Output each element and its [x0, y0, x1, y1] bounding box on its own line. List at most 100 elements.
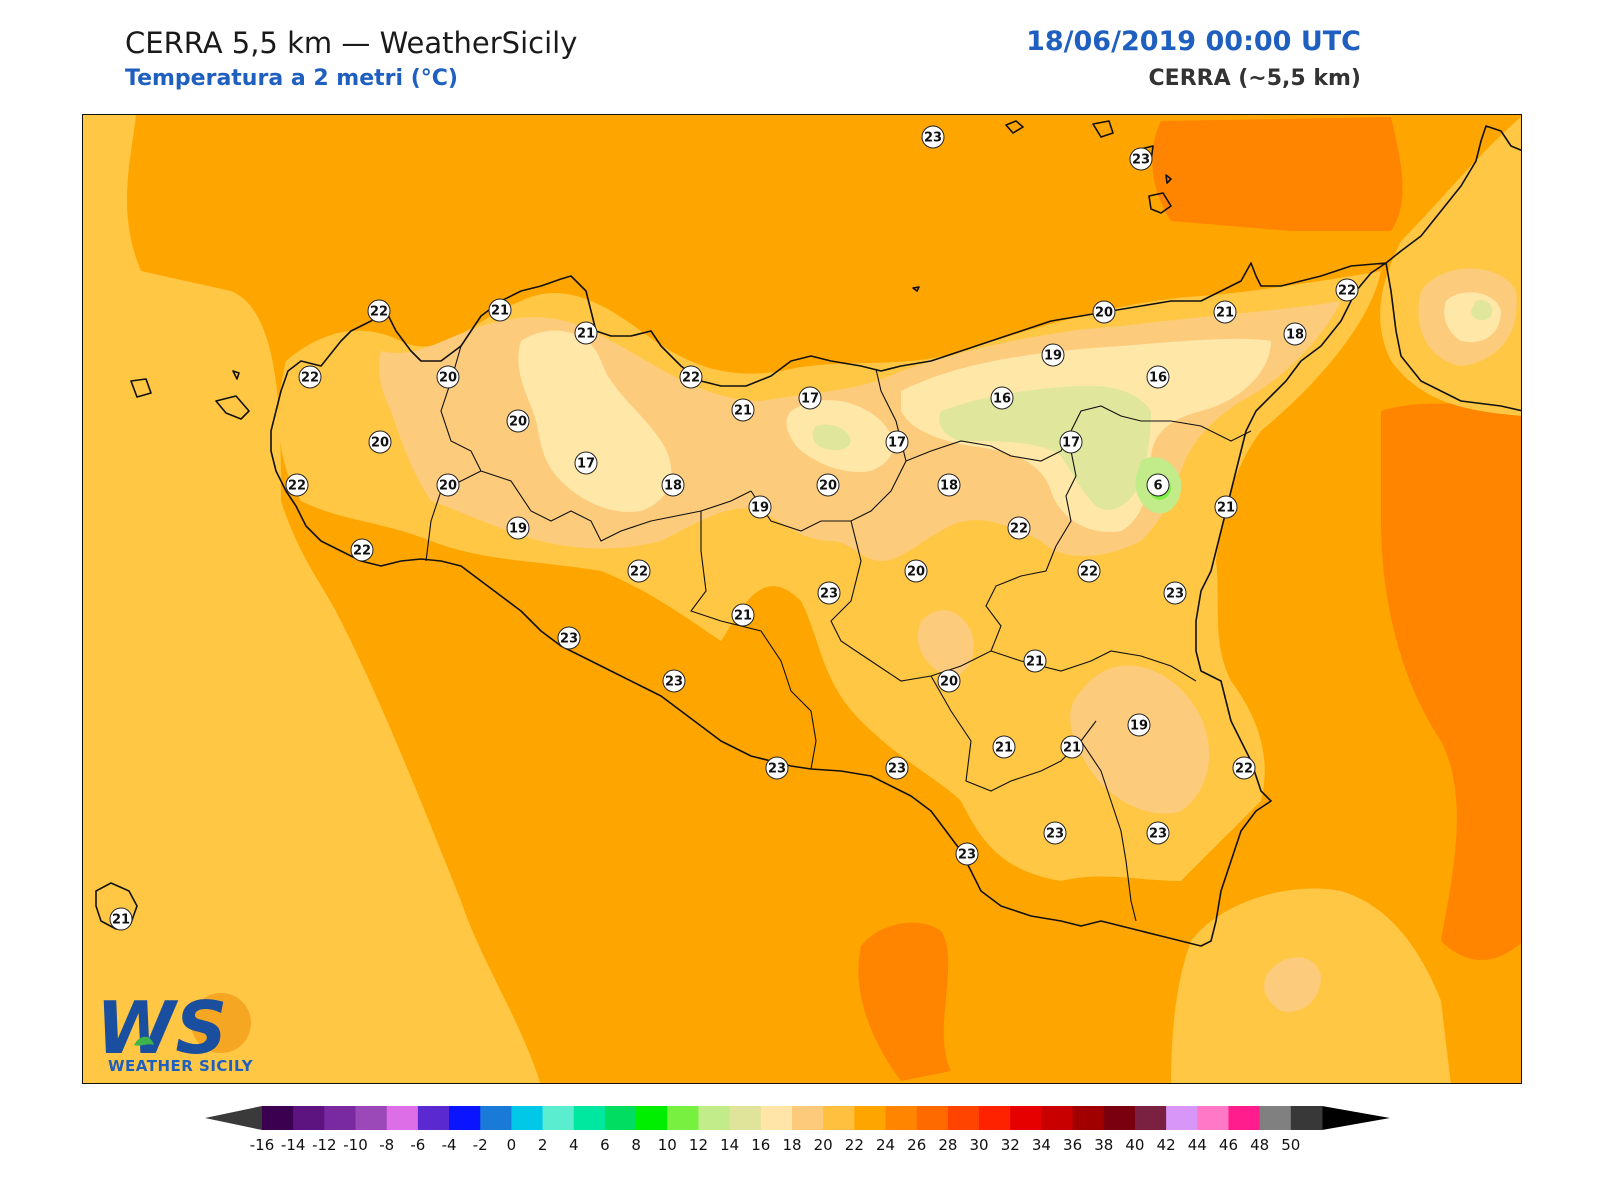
colorbar-tick-label: 12 [689, 1136, 708, 1154]
colorbar-box [573, 1106, 606, 1130]
station-marker-circle [506, 409, 530, 433]
station-marker-circle [1092, 300, 1116, 324]
station-marker-circle [1041, 343, 1065, 367]
station-marker: 22 [285, 473, 309, 497]
border-agrigento-caltanissetta [690, 511, 817, 770]
station-marker: 20 [436, 365, 460, 389]
station-value: 23 [1149, 827, 1167, 842]
station-marker: 21 [731, 398, 755, 422]
station-value: 22 [630, 565, 648, 580]
colorbar-box [480, 1106, 512, 1130]
station-marker: 17 [885, 430, 909, 454]
station-marker: 22 [350, 538, 374, 562]
station-value: 22 [370, 305, 388, 320]
station-value: 22 [301, 371, 319, 386]
colorbar: -16 -14 -12 -10 -8 -6 -4 -2 0 2 4 6 8 10 12 14 16 18 20 22 2… [205, 1106, 1390, 1154]
station-marker: 19 [1041, 343, 1065, 367]
colorbar-box [449, 1106, 481, 1130]
station-marker: 21 [992, 735, 1016, 759]
station-value: 22 [1338, 284, 1356, 299]
colorbar-tick-label: 8 [631, 1136, 641, 1154]
station-marker-circle [627, 559, 651, 583]
station-value: 21 [577, 327, 595, 342]
field-14-16-nebrodi [939, 386, 1151, 510]
station-marker: 20 [368, 430, 392, 454]
station-marker: 18 [1283, 322, 1307, 346]
station-value: 17 [888, 436, 906, 451]
station-value: 22 [353, 544, 371, 559]
colorbar-box [386, 1106, 419, 1130]
station-marker: 16 [990, 386, 1014, 410]
station-marker-circle [661, 473, 685, 497]
station-marker-circle [817, 581, 841, 605]
station-value: 21 [734, 404, 752, 419]
station-marker-circle [1127, 713, 1151, 737]
station-marker: 21 [1060, 735, 1084, 759]
station-marker-circle [506, 516, 530, 540]
station-marker-circle [731, 398, 755, 422]
colorbar-tick-label: -12 [312, 1136, 337, 1154]
station-marker: 21 [1214, 495, 1238, 519]
station-value: 18 [664, 479, 682, 494]
colorbar-tick-label: 10 [658, 1136, 677, 1154]
colorbar-tick-label: 44 [1188, 1136, 1207, 1154]
station-value: 23 [560, 632, 578, 647]
station-marker: 23 [662, 669, 686, 693]
colorbar-over-arrow [1322, 1106, 1390, 1130]
border-trapani-palermo [425, 345, 482, 562]
station-marker-circle [1007, 516, 1031, 540]
station-marker: 21 [731, 603, 755, 627]
field-24-26-south [858, 922, 951, 1081]
colorbar-box [760, 1106, 793, 1130]
colorbar-box [1166, 1106, 1198, 1130]
station-marker: 23 [817, 581, 841, 605]
station-marker: 17 [1059, 430, 1083, 454]
colorbar-box [947, 1106, 980, 1130]
station-value: 23 [768, 762, 786, 777]
station-value: 23 [958, 848, 976, 863]
station-marker: 20 [816, 473, 840, 497]
station-marker-circle [955, 842, 979, 866]
station-value: 21 [112, 913, 130, 928]
station-value: 21 [734, 609, 752, 624]
map-title: CERRA 5,5 km — WeatherSicily [125, 26, 578, 60]
station-marker: 19 [1127, 713, 1151, 737]
station-marker-circle [436, 365, 460, 389]
station-value: 17 [801, 392, 819, 407]
colorbar-tick-label: -2 [473, 1136, 488, 1154]
station-marker: 17 [798, 386, 822, 410]
station-value: 20 [907, 565, 925, 580]
station-marker: 23 [955, 842, 979, 866]
station-value: 22 [682, 371, 700, 386]
station-marker-circle [285, 473, 309, 497]
colorbar-box [511, 1106, 544, 1130]
station-value: 22 [1010, 522, 1028, 537]
station-marker: 23 [1043, 821, 1067, 845]
colorbar-box [885, 1106, 918, 1130]
station-markers: 23 23 22 21 21 22 20 22 20 20 17 18 22 20 19 19 22 21 17 17… [109, 125, 1359, 931]
field-16-18-west [518, 330, 672, 512]
station-marker-circle [1214, 495, 1238, 519]
station-marker-circle [798, 386, 822, 410]
station-marker: 21 [1213, 300, 1237, 324]
field-24-26-ne [1152, 117, 1403, 231]
colorbar-tick-label: 48 [1250, 1136, 1269, 1154]
colorbar-box [823, 1106, 855, 1130]
ustica-island [912, 286, 920, 292]
colorbar-tick-label: 30 [970, 1136, 989, 1154]
colorbar-tick-label: 50 [1281, 1136, 1300, 1154]
colorbar-box [262, 1106, 294, 1130]
station-marker-circle [1213, 300, 1237, 324]
logo-text: WEATHER SICILY [108, 1057, 254, 1075]
station-marker: 23 [765, 756, 789, 780]
station-marker-circle [557, 626, 581, 650]
colorbar-box [293, 1106, 325, 1130]
station-value: 23 [1166, 587, 1184, 602]
station-marker-circle [488, 298, 512, 322]
colorbar-box [1197, 1106, 1229, 1130]
colorbar-tick-label: 34 [1032, 1136, 1051, 1154]
station-marker-circle [574, 451, 598, 475]
station-marker: 17 [574, 451, 598, 475]
station-marker-circle [298, 365, 322, 389]
station-marker: 21 [488, 298, 512, 322]
